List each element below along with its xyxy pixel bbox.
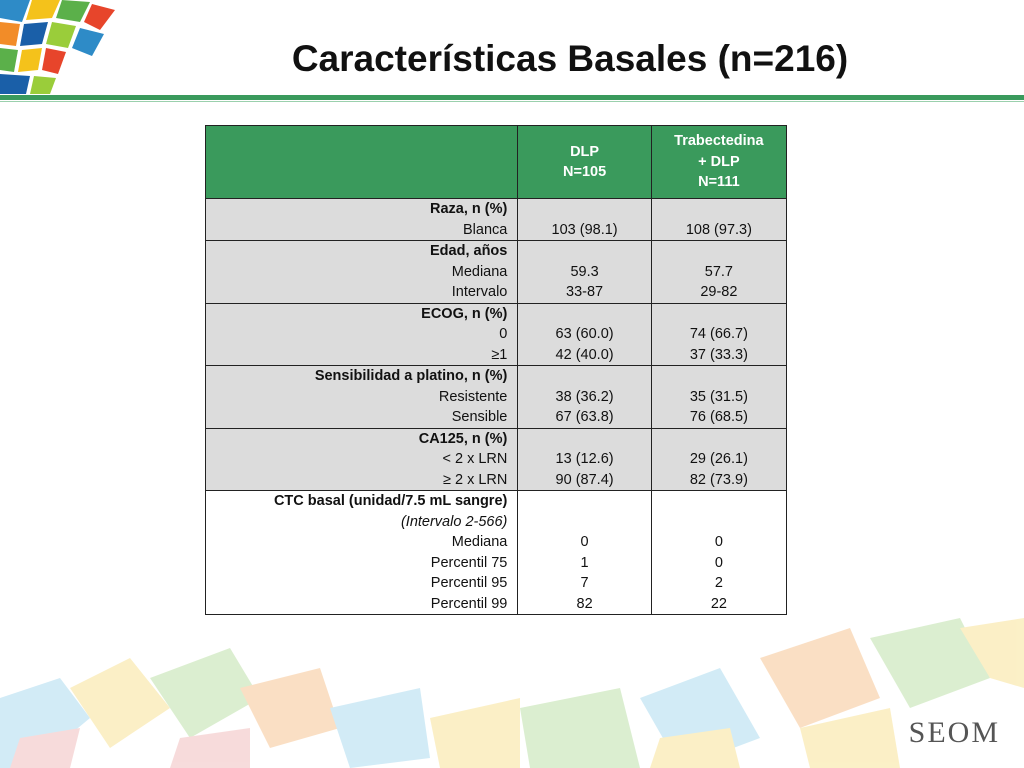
dlp-value-cell: 59.3 33-87 bbox=[517, 240, 652, 304]
title-divider bbox=[0, 95, 1024, 100]
header-trabectedina-dlp: Trabectedina + DLP N=111 bbox=[650, 125, 788, 199]
table-row: Raza, n (%) Blanca 103 (98.1) 108 (97.3) bbox=[204, 198, 788, 241]
row-label-cell: CA125, n (%) < 2 x LRN ≥ 2 x LRN bbox=[204, 427, 519, 491]
table-row: CA125, n (%) < 2 x LRN ≥ 2 x LRN 13 (12.… bbox=[204, 427, 788, 491]
trab-value-cell: 57.7 29-82 bbox=[650, 240, 788, 304]
trab-value-cell: 35 (31.5) 76 (68.5) bbox=[650, 365, 788, 429]
dlp-value-cell: 38 (36.2) 67 (63.8) bbox=[517, 365, 652, 429]
mosaic-footer-decoration-icon bbox=[0, 618, 1024, 768]
table-row: ECOG, n (%) 0 ≥1 63 (60.0) 42 (40.0) 74 … bbox=[204, 302, 788, 366]
trab-value-cell: 74 (66.7) 37 (33.3) bbox=[650, 302, 788, 366]
dlp-value-cell: 63 (60.0) 42 (40.0) bbox=[517, 302, 652, 366]
row-label-cell: Sensibilidad a platino, n (%) Resistente… bbox=[204, 365, 519, 429]
row-label-cell: ECOG, n (%) 0 ≥1 bbox=[204, 302, 519, 366]
page-title: Características Basales (n=216) bbox=[291, 38, 849, 79]
table-row: CTC basal (unidad/7.5 mL sangre) (Interv… bbox=[204, 490, 788, 615]
row-label-cell: CTC basal (unidad/7.5 mL sangre) (Interv… bbox=[204, 490, 519, 615]
trab-value-cell: 29 (26.1) 82 (73.9) bbox=[650, 427, 788, 491]
table-row: Edad, años Mediana Intervalo 59.3 33-87 … bbox=[204, 240, 788, 304]
header-empty-cell bbox=[204, 125, 519, 199]
row-label-cell: Raza, n (%) Blanca bbox=[204, 198, 519, 241]
title-divider-thin bbox=[0, 101, 1024, 102]
table-header-row: DLP N=105 Trabectedina + DLP N=111 bbox=[204, 125, 788, 199]
table-row: Sensibilidad a platino, n (%) Resistente… bbox=[204, 365, 788, 429]
dlp-value-cell: 13 (12.6) 90 (87.4) bbox=[517, 427, 652, 491]
dlp-value-cell: 0 1 7 82 bbox=[517, 490, 652, 615]
baseline-characteristics-table: DLP N=105 Trabectedina + DLP N=111 Raza,… bbox=[204, 125, 788, 615]
trab-value-cell: 0 0 2 22 bbox=[650, 490, 788, 615]
seom-logo: SEOM bbox=[908, 716, 1000, 749]
dlp-value-cell: 103 (98.1) bbox=[517, 198, 652, 241]
mosaic-decoration-icon bbox=[0, 0, 115, 94]
row-label-cell: Edad, años Mediana Intervalo bbox=[204, 240, 519, 304]
trab-value-cell: 108 (97.3) bbox=[650, 198, 788, 241]
header-dlp: DLP N=105 bbox=[517, 125, 652, 199]
